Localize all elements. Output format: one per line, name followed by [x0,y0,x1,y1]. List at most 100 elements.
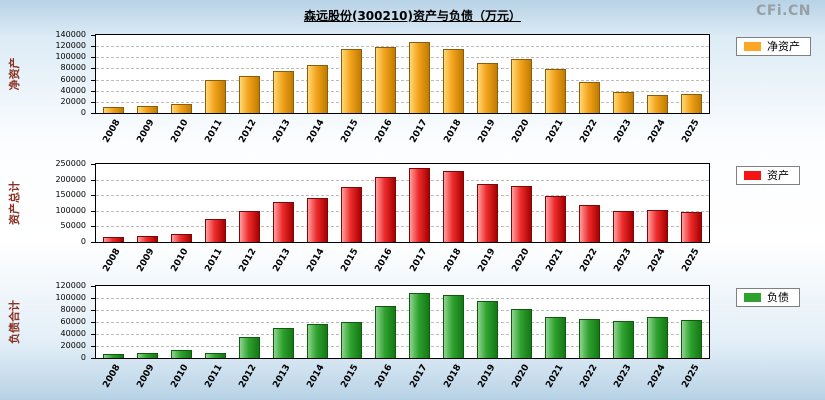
y-tick-mark [91,90,95,92]
y-tick-mark [91,164,95,165]
legend-net-assets: 净资产 [736,37,811,56]
y-tick-label: 200000 [55,174,86,184]
y-tick-label: 0 [80,237,86,246]
x-axis-labels: 2008 2009 2010 2011 2012 2013 2014 2015 2016 2017… [95,244,710,284]
bar-2017 [409,168,431,242]
bar-2010 [170,104,192,113]
y-tick-mark [91,210,95,212]
legend-assets: 资产 [736,166,800,185]
total-assets-chart: 资产总计 0 50000 100000 150000 200000 250000 2008… [0,159,825,285]
gridline [96,46,709,48]
bar-2020 [511,59,533,113]
x-tick-label: 2010 [169,118,191,145]
x-tick-label: 2017 [407,247,430,274]
bar-2013 [272,71,294,113]
y-tick-label: 20000 [60,96,86,106]
x-tick-label: 2014 [305,363,328,390]
y-tick-label: 20000 [60,341,86,350]
x-tick-label: 2022 [578,247,600,274]
bar-2016 [374,47,396,113]
gridline [96,195,709,197]
bar-2011 [204,353,226,358]
x-tick-label: 2025 [680,118,702,145]
bar-2014 [306,198,328,242]
bar-2016 [374,177,396,242]
x-tick-label: 2025 [680,363,702,390]
bar-2023 [613,321,635,358]
gridline [96,346,709,347]
x-tick-label: 2012 [237,363,259,390]
y-tick-mark [91,334,95,335]
x-tick-label: 2011 [203,118,225,145]
x-tick-label: 2021 [544,118,566,145]
x-tick-label: 2008 [101,118,123,145]
bar-2022 [579,82,601,113]
cfi-watermark: CFi.CN [756,3,811,19]
y-tick-mark [91,79,95,81]
x-tick-label: 2014 [305,118,328,145]
y-tick-mark [91,195,95,197]
bar-2010 [170,350,192,358]
bar-2024 [647,95,669,113]
y-tick-mark [91,179,95,181]
x-tick-label: 2009 [135,118,157,145]
bar-2021 [545,69,567,113]
x-tick-label: 2017 [407,363,430,390]
x-tick-label: 2015 [339,118,362,145]
x-tick-label: 2013 [271,363,293,390]
y-tick-label: 120000 [55,281,86,290]
legend-label: 资产 [767,169,789,182]
y-tick-label: 120000 [55,41,86,51]
gridline [96,226,709,228]
bar-2019 [477,301,499,358]
gridline [96,79,709,81]
bar-2020 [511,309,533,358]
x-tick-label: 2008 [101,363,123,390]
legend-label: 净资产 [767,40,800,53]
bar-2018 [443,49,465,113]
bar-2013 [272,328,294,358]
bar-2019 [477,63,499,113]
gridline [96,334,709,335]
x-tick-label: 2022 [578,363,600,390]
x-tick-label: 2016 [373,363,396,390]
y-tick-mark [91,226,95,228]
x-tick-label: 2011 [203,247,225,274]
legend-swatch-orange [744,42,761,51]
y-tick-label: 40000 [60,85,86,95]
y-tick-label: 140000 [55,30,86,39]
x-tick-label: 2024 [646,247,668,274]
x-axis-labels: 2008 2009 2010 2011 2012 2013 2014 2015 2016 2017… [95,115,710,155]
y-tick-mark [91,46,95,48]
x-tick-label: 2015 [339,363,362,390]
gridline [96,179,709,181]
bar-2009 [136,236,158,242]
x-tick-label: 2019 [476,247,498,274]
plot-area [95,163,710,243]
y-tick-label: 80000 [60,63,86,73]
x-tick-label: 2021 [544,363,566,390]
y-tick-mark [91,242,95,243]
x-tick-label: 2023 [612,247,634,274]
y-tick-label: 60000 [60,74,86,84]
bar-2014 [306,65,328,113]
plot-area [95,34,710,114]
bar-2008 [102,354,124,358]
bar-2021 [545,317,567,358]
gridline [96,322,709,323]
y-tick-mark [91,298,95,299]
bar-2025 [681,212,703,242]
y-tick-label: 250000 [55,159,86,168]
bar-2021 [545,196,567,242]
x-tick-label: 2016 [373,247,396,274]
gridline [96,68,709,70]
bar-2013 [272,202,294,242]
bar-2008 [102,237,124,242]
bar-2015 [340,49,362,113]
y-tick-mark [91,101,95,103]
y-tick-label: 100000 [55,205,86,215]
gridline [96,210,709,212]
net-assets-chart: 净资产 0 20000 40000 60000 80000 100000 120000 140… [0,30,825,156]
y-tick-mark [91,113,95,114]
bar-2015 [340,322,362,358]
